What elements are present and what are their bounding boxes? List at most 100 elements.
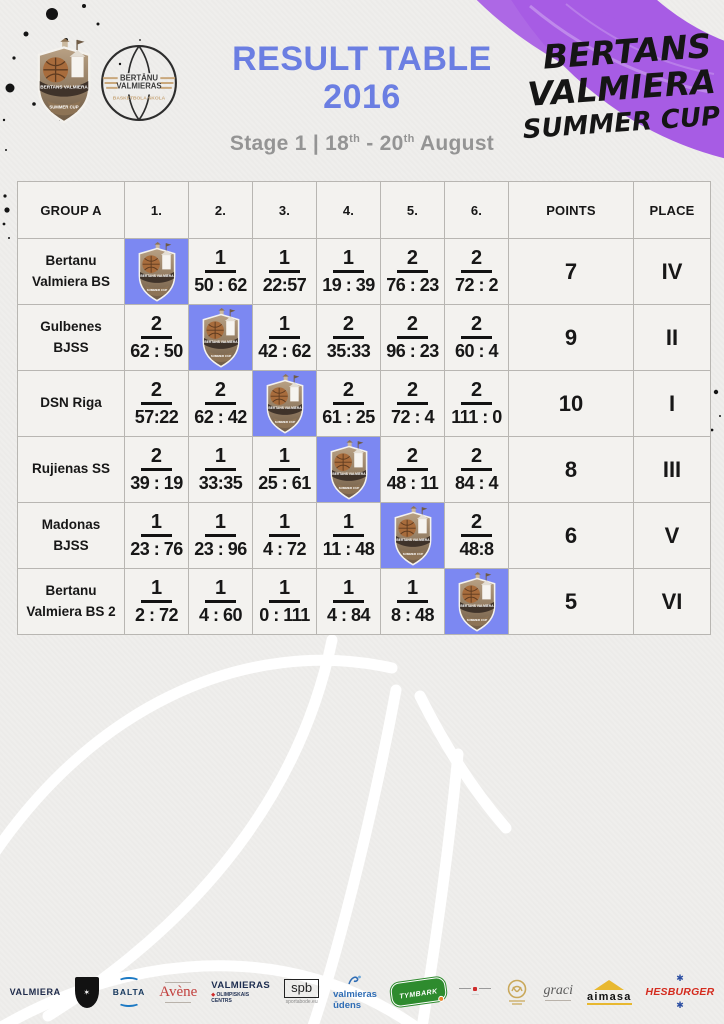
fruit-dot-icon [437,995,445,1003]
column-header-1: 1. [125,182,188,238]
sponsor-balta: BALTA [113,977,146,1007]
sponsor-valmieras-udens: valmieras ūdens [333,974,377,1011]
black-shield-icon: ✶ [74,976,99,1008]
points-cell: 10 [509,371,633,436]
tymbark-badge: TYMBARK [388,975,448,1009]
points-cell: 8 [509,437,633,502]
place-cell: II [634,305,710,370]
match-cell: 2 62 : 42 [189,371,252,436]
team-name-cell: Rujienas SS [18,437,124,502]
column-header-2: 2. [189,182,252,238]
sponsor-sports-school-shield: ✶ [74,976,99,1008]
star-icon: ✱ [676,973,684,983]
basketball-school-logo [98,42,180,124]
column-header-place: PLACE [634,182,710,238]
team-name-cell: Madonas BJSS [18,503,124,568]
match-cell: 2 62 : 50 [125,305,188,370]
match-cell: 2 39 : 19 [125,437,188,502]
match-cell: 1 42 : 62 [253,305,316,370]
place-cell: IV [634,239,710,304]
column-header-3: 3. [253,182,316,238]
team-name-cell: Gulbenes BJSS [18,305,124,370]
match-cell: 1 22:57 [253,239,316,304]
match-cell: 1 19 : 39 [317,239,380,304]
match-cell: 2 72 : 2 [445,239,508,304]
sponsor-strip: VALMIERA ✶ BALTA Avène VALMIERAS ◆ OLIMP… [0,968,724,1016]
sponsor-aimasa: aimasa [587,979,632,1005]
match-cell: 1 23 : 96 [189,503,252,568]
sponsor-tymbark: TYMBARK [388,975,448,1009]
shield-logo-icon [265,374,305,434]
roof-triangle-icon [594,979,625,990]
match-cell: 2 48:8 [445,503,508,568]
place-cell: VI [634,569,710,634]
team-logo-cell [317,437,380,502]
match-cell: 1 25 : 61 [253,437,316,502]
stage-subtitle: Stage 1 | 18th - 20th August [229,132,495,155]
team-logo-cell [125,239,188,304]
balta-arc-icon [117,998,140,1007]
sponsor-avene: Avène [159,981,197,1003]
pretzel-icon [508,979,527,1005]
team-logo-cell [253,371,316,436]
sponsor-hesburger: ✱ HESBURGER ✱ [645,973,715,1010]
column-header-points: POINTS [509,182,633,238]
team-name-cell: Bertanu Valmiera BS 2 [18,569,124,634]
place-cell: I [634,371,710,436]
sponsor-klingeris [505,979,529,1005]
shield-logo-icon [457,572,497,632]
match-cell: 2 60 : 4 [445,305,508,370]
shield-logo-icon [393,506,433,566]
column-header-5: 5. [381,182,444,238]
page-title-line2: 2016 [323,78,401,117]
sponsor-graci: graci [543,983,573,1001]
points-cell: 7 [509,239,633,304]
column-header-6: 6. [445,182,508,238]
column-header-4: 4. [317,182,380,238]
team-logo-cell [445,569,508,634]
points-cell: 9 [509,305,633,370]
team-logo-cell [189,305,252,370]
match-cell: 2 76 : 23 [381,239,444,304]
brush-banner: BERTANS VALMIERA SUMMER CUP [476,0,724,159]
sponsor-valmiera-city: VALMIERA [9,987,61,997]
balta-arc-icon [117,977,140,986]
sponsor-valka-valga: ⸺ [459,986,492,998]
page-title-line1: RESULT TABLE [232,40,492,78]
match-cell: 1 11 : 48 [317,503,380,568]
match-cell: 2 48 : 11 [381,437,444,502]
match-cell: 2 111 : 0 [445,371,508,436]
match-cell: 2 35:33 [317,305,380,370]
match-cell: 2 72 : 4 [381,371,444,436]
match-cell: 1 50 : 62 [189,239,252,304]
match-cell: 2 84 : 4 [445,437,508,502]
match-cell: 2 57:22 [125,371,188,436]
place-cell: III [634,437,710,502]
team-logo-cell [381,503,444,568]
place-cell: V [634,503,710,568]
match-cell: 1 23 : 76 [125,503,188,568]
column-header-group: GROUP A [18,182,124,238]
match-cell: 2 96 : 23 [381,305,444,370]
match-cell: 2 61 : 25 [317,371,380,436]
star-icon: ✱ [676,1000,684,1010]
points-cell: 6 [509,503,633,568]
sponsor-valmieras-olympic-centre: VALMIERAS ◆ OLIMPISKAIS CENTRS [211,980,271,1004]
team-name-cell: DSN Riga [18,371,124,436]
shield-logo-icon [137,242,177,302]
points-cell: 5 [509,569,633,634]
sponsor-spb: spb sportabode.eu [284,979,320,1005]
summer-cup-shield-logo [36,35,92,127]
water-swan-icon [348,975,361,984]
team-name-cell: Bertanu Valmiera BS [18,239,124,304]
page-title: RESULT TABLE 2016 [212,40,512,116]
result-table: GROUP A 1. 2. 3. 4. 5. 6. POINTS PLACE B… [17,181,711,635]
shield-logo-icon [201,308,241,368]
